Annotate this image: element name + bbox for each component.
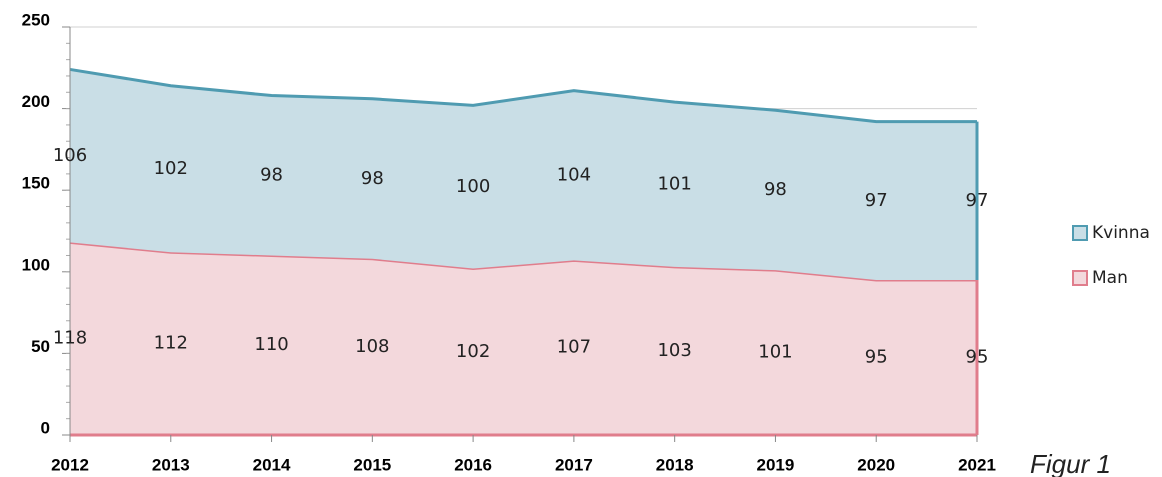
- x-tick-label: 2017: [555, 455, 593, 474]
- area: [70, 69, 977, 280]
- data-label: 103: [657, 340, 691, 361]
- legend-swatch: [1072, 270, 1088, 286]
- x-tick-label: 2020: [857, 455, 895, 474]
- data-label: 118: [53, 328, 87, 349]
- x-tick-label: 2016: [454, 455, 492, 474]
- x-tick-label: 2013: [152, 455, 190, 474]
- legend-swatch: [1072, 225, 1088, 241]
- y-tick-label: 150: [22, 174, 50, 193]
- y-tick-label: 50: [31, 337, 50, 356]
- y-tick-label: 100: [22, 255, 50, 274]
- y-tick-label: 250: [22, 10, 50, 29]
- figure-caption: Figur 1: [1030, 449, 1111, 477]
- data-label: 98: [764, 179, 787, 200]
- data-label: 108: [355, 336, 389, 357]
- x-tick-label: 2014: [253, 455, 291, 474]
- data-label: 95: [865, 346, 888, 367]
- area-line: [69, 67, 977, 124]
- data-label: 98: [260, 165, 283, 186]
- data-label: 101: [657, 173, 691, 194]
- y-tick-label: 0: [41, 418, 50, 437]
- data-label: 98: [361, 168, 384, 189]
- x-tick-label: 2021: [958, 455, 996, 474]
- data-label: 102: [456, 341, 490, 362]
- x-tick-label: 2012: [51, 455, 89, 474]
- legend-label: Man: [1092, 268, 1128, 288]
- x-tick-label: 2018: [656, 455, 694, 474]
- data-label: 112: [154, 333, 188, 354]
- data-label: 95: [966, 346, 989, 367]
- data-label: 106: [53, 145, 87, 166]
- legend-label: Kvinna: [1092, 223, 1150, 243]
- y-tick-label: 200: [22, 92, 50, 111]
- data-label: 97: [865, 190, 888, 211]
- data-label: 100: [456, 176, 490, 197]
- data-label: 101: [758, 342, 792, 363]
- data-label: 97: [966, 190, 989, 211]
- x-tick-label: 2015: [353, 455, 391, 474]
- area: [70, 242, 977, 435]
- data-label: 102: [154, 158, 188, 179]
- x-tick-label: 2019: [757, 455, 795, 474]
- data-label: 107: [557, 337, 591, 358]
- data-label: 110: [254, 334, 288, 355]
- data-label: 104: [557, 165, 591, 186]
